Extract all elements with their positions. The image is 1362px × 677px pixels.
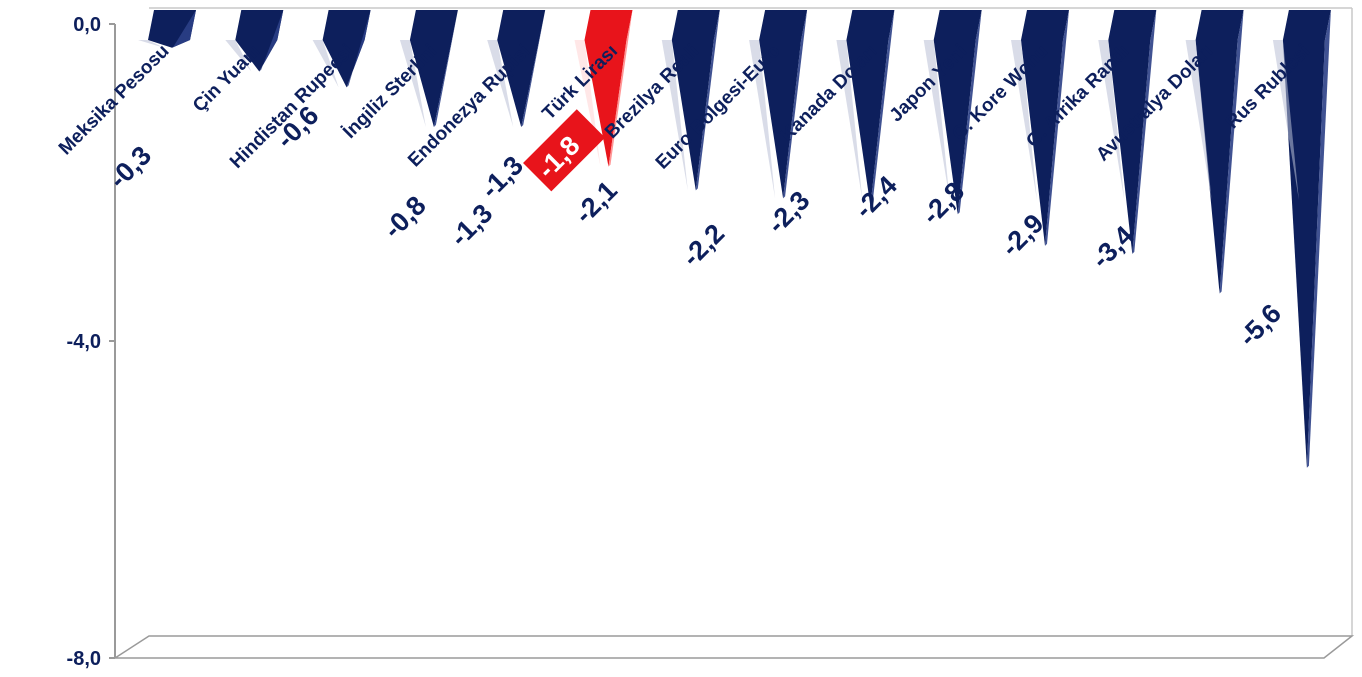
- bar-cap: [671, 10, 720, 40]
- bar: [487, 10, 546, 128]
- value-label: -1,3: [475, 150, 529, 204]
- bar-body: [1021, 40, 1063, 246]
- bar: [1185, 10, 1244, 294]
- bar-reflection: [312, 40, 339, 88]
- bar-side: [870, 10, 895, 207]
- bar: [1272, 10, 1331, 468]
- bar-body: [759, 40, 802, 199]
- bar-cap: [322, 10, 371, 40]
- bar-reflection: [1011, 40, 1037, 200]
- bar-cap: [1108, 10, 1157, 40]
- bar: [312, 10, 371, 88]
- y-tick-label: -8,0: [67, 648, 101, 670]
- highlight-value-bg: [523, 109, 606, 192]
- bar-reflection: [661, 40, 688, 191]
- bar-body: [584, 40, 627, 167]
- bar: [836, 10, 895, 207]
- bar-reflection: [923, 40, 950, 200]
- bar-side: [1219, 10, 1244, 294]
- bar: [1098, 10, 1157, 254]
- bar-cap: [933, 10, 982, 40]
- bar-side: [1306, 10, 1331, 468]
- value-label: -2,4: [849, 170, 903, 224]
- bar-reflection: [487, 40, 514, 128]
- bar: [225, 10, 284, 72]
- bar-cap: [497, 10, 546, 40]
- bar: [923, 10, 982, 215]
- y-tick-label: -4,0: [67, 331, 101, 353]
- bar-side: [957, 10, 982, 215]
- bar-cap: [1282, 10, 1331, 40]
- bar-body: [322, 40, 365, 88]
- bar-side: [1132, 10, 1157, 254]
- bar-cap: [1021, 10, 1069, 40]
- value-label: -2,2: [676, 218, 730, 272]
- value-label: -2,1: [569, 175, 623, 229]
- chart-floor: [112, 635, 1355, 659]
- bar: [661, 10, 720, 191]
- bar-reflection: [1098, 40, 1125, 200]
- bar-reflection: [138, 40, 164, 48]
- value-label: -2,3: [761, 185, 815, 239]
- bar-side: [783, 10, 808, 199]
- value-label: -1,3: [444, 198, 498, 252]
- bar: [749, 10, 808, 199]
- bar: [1011, 10, 1069, 246]
- bar-reflection: [1272, 40, 1299, 200]
- bar-side: [1045, 10, 1069, 246]
- value-label: -0,3: [103, 140, 157, 194]
- axes: 0,0 -4,0 -8,0: [67, 7, 1355, 670]
- y-tick-label: 0,0: [73, 14, 101, 36]
- bar-reflection: [225, 40, 252, 72]
- bar-body: [497, 40, 540, 128]
- bar-body: [671, 40, 714, 191]
- bar-body: [235, 40, 278, 72]
- category-label: Çin Yuanı: [189, 41, 265, 117]
- bar-body: [1195, 40, 1238, 294]
- bar-body: [1108, 40, 1151, 254]
- bar-body: [409, 40, 452, 128]
- bar: [399, 10, 458, 128]
- bar-cap: [1195, 10, 1244, 40]
- bar-side: [608, 10, 633, 167]
- bar-body: [846, 40, 889, 207]
- bar-side: [695, 10, 720, 191]
- bar-cap: [584, 10, 633, 40]
- bars: [138, 10, 1331, 468]
- bar-cap: [409, 10, 458, 40]
- bar: [138, 10, 196, 48]
- bar-cap: [846, 10, 895, 40]
- value-label: -0,8: [378, 190, 432, 244]
- bar-reflection: [399, 40, 426, 128]
- bar-body: [933, 40, 976, 215]
- value-label: -2,9: [995, 208, 1049, 262]
- bar-reflection: [1185, 40, 1212, 200]
- bar-cap: [235, 10, 284, 40]
- bar-side: [172, 10, 196, 48]
- bar-reflection: [836, 40, 863, 200]
- value-label: -5,6: [1233, 298, 1287, 352]
- bar-reflection: [749, 40, 776, 199]
- bar-cap: [759, 10, 808, 40]
